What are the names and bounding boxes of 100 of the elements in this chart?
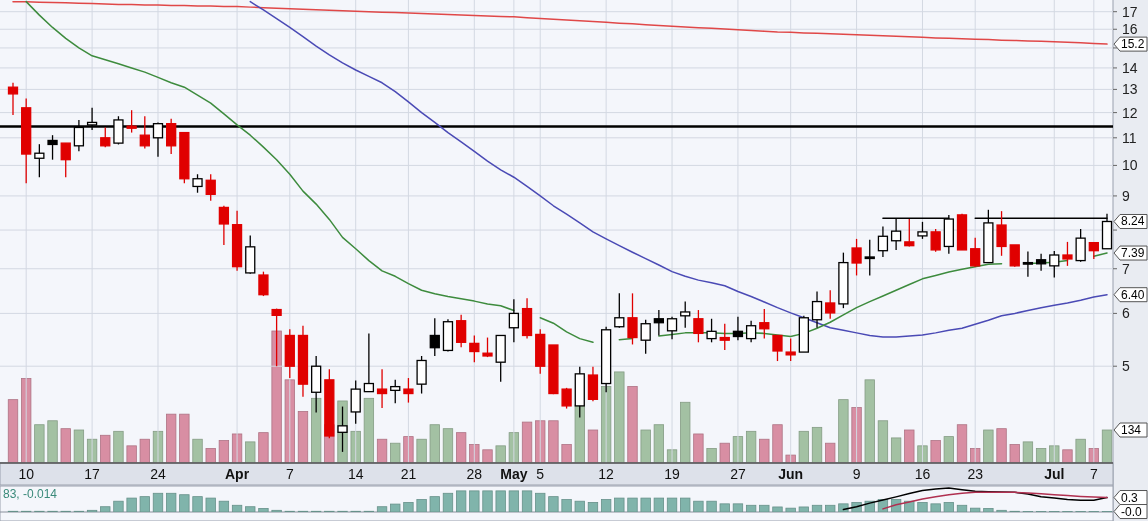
bar: [706, 448, 717, 463]
bar: [429, 424, 440, 463]
bar: [456, 490, 467, 512]
candlestick: [851, 238, 862, 277]
bar: [864, 379, 875, 463]
bar: [205, 448, 216, 463]
bar: [166, 492, 177, 512]
candlestick: [7, 82, 19, 116]
bar: [403, 502, 414, 512]
bar: [166, 413, 177, 463]
candlestick: [258, 271, 269, 297]
bar: [574, 500, 585, 512]
bar: [429, 496, 440, 512]
data-label: 15.2: [1121, 37, 1145, 52]
bar: [759, 438, 770, 463]
candlestick: [904, 218, 915, 248]
bar: [218, 440, 230, 463]
bar: [376, 506, 388, 512]
bar: [825, 504, 836, 512]
bar: [245, 506, 256, 512]
bar: [482, 449, 493, 463]
bar: [956, 504, 968, 512]
bar: [521, 490, 533, 512]
candlestick: [970, 237, 981, 268]
candlestick: [218, 205, 230, 246]
bar: [1062, 449, 1073, 463]
candlestick: [996, 210, 1007, 257]
text: 134: [1121, 423, 1142, 437]
bar: [627, 386, 638, 463]
bar: [416, 499, 427, 512]
candlestick: [1035, 253, 1047, 272]
text: 0.3: [1121, 490, 1139, 505]
bar: [719, 503, 730, 512]
bar: [1075, 438, 1086, 463]
bar: [126, 497, 137, 512]
candlestick: [126, 109, 137, 134]
bar: [890, 437, 902, 463]
y-tick-label: 10: [1122, 157, 1138, 174]
bar: [917, 502, 928, 512]
bar: [785, 507, 796, 512]
bar: [390, 442, 401, 463]
candlestick: [205, 173, 216, 202]
y-tick-label: 16: [1122, 21, 1138, 38]
bar: [614, 371, 625, 463]
candlestick: [363, 332, 375, 393]
y-tick-label: 12: [1122, 104, 1138, 121]
candlestick: [614, 292, 625, 329]
bar: [245, 441, 256, 463]
text: 8.24: [1121, 214, 1145, 229]
bar: [838, 399, 849, 463]
bar: [1022, 441, 1034, 463]
candlestick: [469, 334, 480, 363]
bar: [732, 503, 744, 512]
bar: [179, 494, 190, 512]
bar: [100, 434, 111, 463]
bar: [759, 504, 770, 512]
bar: [231, 504, 243, 512]
bar: [614, 497, 625, 512]
candlestick: [139, 115, 150, 150]
candlestick: [759, 308, 770, 340]
bar: [218, 500, 230, 512]
candlestick: [1062, 241, 1073, 267]
data-label: 7.39: [1121, 246, 1145, 261]
bar: [785, 454, 796, 463]
bar: [627, 497, 638, 512]
bar: [7, 399, 19, 463]
candlestick: [1075, 228, 1086, 263]
x-tick-label: Apr: [225, 466, 250, 482]
candlestick: [376, 368, 388, 409]
bar: [192, 496, 203, 512]
bar: [983, 429, 994, 463]
bar: [34, 424, 45, 463]
bar: [205, 497, 216, 512]
bar: [363, 397, 375, 463]
bar: [587, 502, 599, 512]
bar: [561, 444, 572, 463]
bar: [956, 424, 968, 463]
candlestick: [706, 318, 717, 343]
bar: [495, 490, 506, 512]
bar: [535, 420, 546, 463]
bar: [258, 508, 269, 512]
bar: [548, 420, 559, 463]
x-tick-label: 16: [914, 466, 931, 482]
x-tick-label: 24: [150, 466, 166, 482]
x-tick-label: 7: [285, 466, 294, 482]
candlestick: [1009, 244, 1020, 268]
bar: [442, 428, 454, 463]
bar: [1009, 444, 1020, 463]
y-tick-label: 5: [1122, 358, 1130, 375]
x-tick-label: Jul: [1044, 466, 1065, 482]
bar: [653, 497, 664, 512]
x-tick-label: 23: [967, 466, 984, 482]
candlestick: [416, 355, 427, 395]
bar: [680, 401, 691, 463]
bar: [548, 496, 559, 512]
candlestick: [1022, 250, 1034, 278]
bar: [640, 429, 651, 463]
bar: [772, 424, 783, 463]
candlestick: [930, 228, 941, 253]
bar: [970, 507, 981, 512]
